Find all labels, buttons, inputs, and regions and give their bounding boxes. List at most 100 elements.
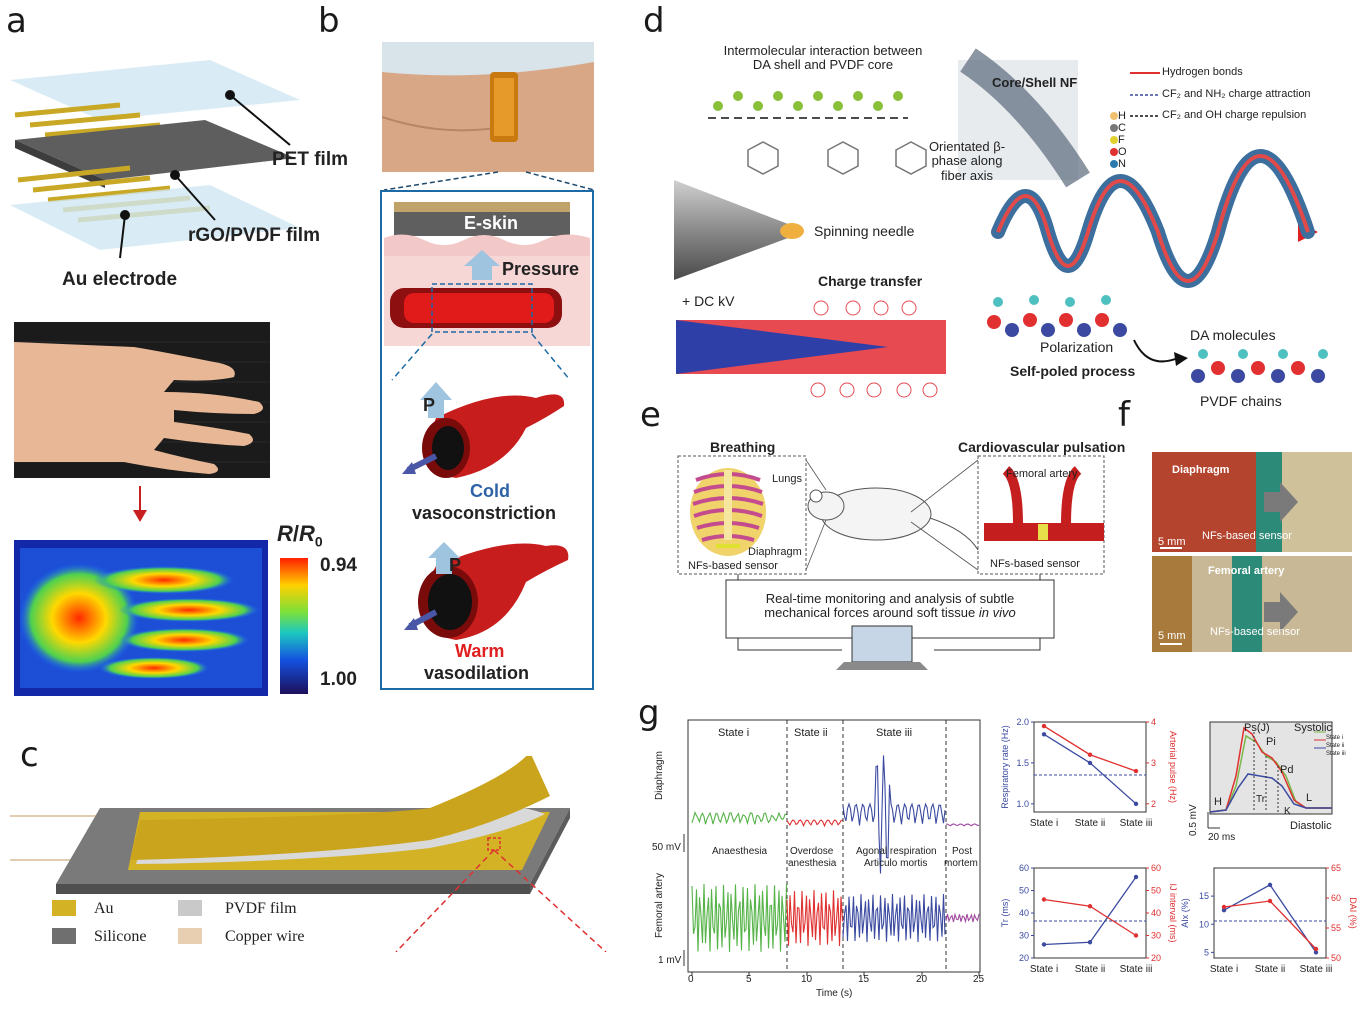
g-state-iii-label: State iii: [876, 727, 912, 739]
spinning-needle-shape: [674, 180, 788, 280]
xtick-25: 25: [973, 974, 984, 985]
y2-tick-label: 20: [1151, 953, 1161, 963]
pvdf-chain: [1191, 349, 1328, 383]
x-tick-label: State iii: [1120, 964, 1153, 975]
lungs-label: Lungs: [772, 473, 802, 485]
legend-label-pvdf: PVDF film: [225, 900, 297, 918]
surgical-photos: [1152, 452, 1352, 652]
cardiovascular-label: Cardiovascular pulsation: [958, 440, 1125, 455]
f-nfs-bottom-label: NFs-based sensor: [1210, 626, 1300, 638]
g-state-i-label: State i: [718, 727, 749, 739]
y-tick-label: 1.0: [1016, 799, 1029, 809]
legend-hydrogen-bonds: Hydrogen bonds: [1162, 66, 1243, 78]
scale-50mv: 50 mV: [652, 842, 681, 853]
p-label-cold: P: [423, 396, 435, 416]
diaphragm-trace-segment: [787, 820, 843, 826]
femoral-trace-segment: [692, 884, 787, 952]
y2-tick-label: 4: [1151, 717, 1156, 727]
molecule-rings: [748, 142, 926, 174]
x-tick-label: State i: [1030, 818, 1058, 829]
pulse-label-tr: Tr: [1256, 794, 1265, 805]
y-axis-label: Respiratory rate (Hz): [1000, 725, 1010, 809]
femoral-artery-label: Femoral artery: [1006, 468, 1078, 480]
phase-post: Post: [952, 846, 972, 857]
spinning-needle-label: Spinning needle: [814, 224, 914, 239]
polarization-label: Polarization: [1040, 340, 1113, 355]
femoral-trace-segment: [843, 894, 945, 942]
data-point: [1134, 875, 1138, 879]
pvdf-chains-label: PVDF chains: [1200, 394, 1282, 409]
device-schematic: [10, 756, 630, 952]
down-arrow: [130, 484, 150, 524]
pet-film-label: PET film: [272, 150, 348, 171]
f-nfs-top-label: NFs-based sensor: [1202, 530, 1292, 542]
pulse-legend: State i State ii State iii: [1326, 734, 1346, 758]
series-line: [1044, 877, 1136, 945]
series-line: [1224, 885, 1316, 953]
artery-illustration: [984, 470, 1104, 540]
polarized-chain: [987, 295, 1127, 337]
diaphragm-ylabel: Diaphragm: [654, 751, 665, 800]
vasoconstriction-label: vasoconstriction: [412, 504, 556, 524]
nfs-sensor-left-label: NFs-based sensor: [688, 560, 778, 572]
data-point: [1134, 802, 1138, 806]
legend-swatch-copper: [178, 928, 202, 944]
pulse-label-psj: Ps(J): [1244, 722, 1270, 734]
colorbar-min-label: 1.00: [320, 670, 357, 691]
chart-indices: 5 10 15 50 55 60 65 State i State ii State iii AIx…: [1180, 858, 1365, 993]
xtick-15: 15: [858, 974, 869, 985]
data-point: [1042, 942, 1046, 946]
y2-tick-label: 3: [1151, 758, 1156, 768]
diaphragm-label: Diaphragm: [748, 546, 802, 558]
xtick-10: 10: [801, 974, 812, 985]
femoral-trace-segment: [787, 890, 843, 946]
y2-tick-label: 55: [1331, 923, 1341, 933]
g-state-ii-label: State ii: [794, 727, 828, 739]
breathing-label: Breathing: [710, 440, 775, 455]
xtick-0: 0: [688, 974, 694, 985]
data-point: [1088, 940, 1092, 944]
pulse-label-pd: Pd: [1280, 764, 1293, 776]
phase-overdose: Overdose: [790, 846, 833, 857]
da-molecules-label: DA molecules: [1190, 328, 1276, 343]
y-axis-label: AIx (%): [1180, 898, 1190, 928]
y2-tick-label: 65: [1331, 863, 1341, 873]
au-electrode-label: Au electrode: [62, 270, 177, 291]
y2-axis-label: IJ interval (ms): [1168, 883, 1178, 942]
atom-labels: HCFON: [1118, 110, 1127, 170]
x-tick-label: State ii: [1075, 818, 1106, 829]
data-point: [1314, 947, 1318, 951]
legend-swatch-silicone: [52, 928, 76, 944]
hand-photo: [14, 322, 270, 478]
monitoring-label: Real-time monitoring and analysis of sub…: [728, 592, 1052, 621]
y-tick-label: 30: [1019, 931, 1029, 941]
y-tick-label: 5: [1204, 947, 1209, 957]
f-femoral-label: Femoral artery: [1208, 565, 1284, 577]
legend-label-copper: Copper wire: [225, 928, 305, 946]
x-tick-label: State iii: [1120, 818, 1153, 829]
data-point: [1042, 897, 1046, 901]
f-diaphragm-label: Diaphragm: [1172, 464, 1229, 476]
data-point: [1042, 724, 1046, 728]
x-tick-label: State i: [1210, 964, 1238, 975]
y-tick-label: 40: [1019, 908, 1029, 918]
pulse-scale-05mv: 0.5 mV: [1188, 804, 1199, 836]
legend-swatch-pvdf: [178, 900, 202, 916]
xtick-5: 5: [746, 974, 752, 985]
diaphragm-trace-segment: [946, 824, 979, 826]
molecule-chain-top: [708, 91, 908, 118]
f-scale-bottom: 5 mm: [1158, 630, 1186, 642]
data-point: [1268, 899, 1272, 903]
data-point: [1268, 883, 1272, 887]
panel-label-d: d: [643, 4, 665, 38]
chart-intervals: 20304050602030405060State i State ii State…: [1000, 858, 1180, 993]
y2-tick-label: 30: [1151, 931, 1161, 941]
legend-charge-repulsion: CF₂ and OH charge repulsion: [1162, 109, 1306, 121]
intermolecular-label: Intermolecular interaction between DA she…: [718, 44, 928, 73]
pressure-label: Pressure: [502, 260, 579, 280]
data-point: [1134, 769, 1138, 773]
warm-label: Warm: [455, 642, 504, 662]
pulse-label-pi: Pi: [1266, 736, 1276, 748]
phase-anesthesia: anesthesia: [788, 858, 836, 869]
panel-label-e: e: [640, 398, 661, 432]
